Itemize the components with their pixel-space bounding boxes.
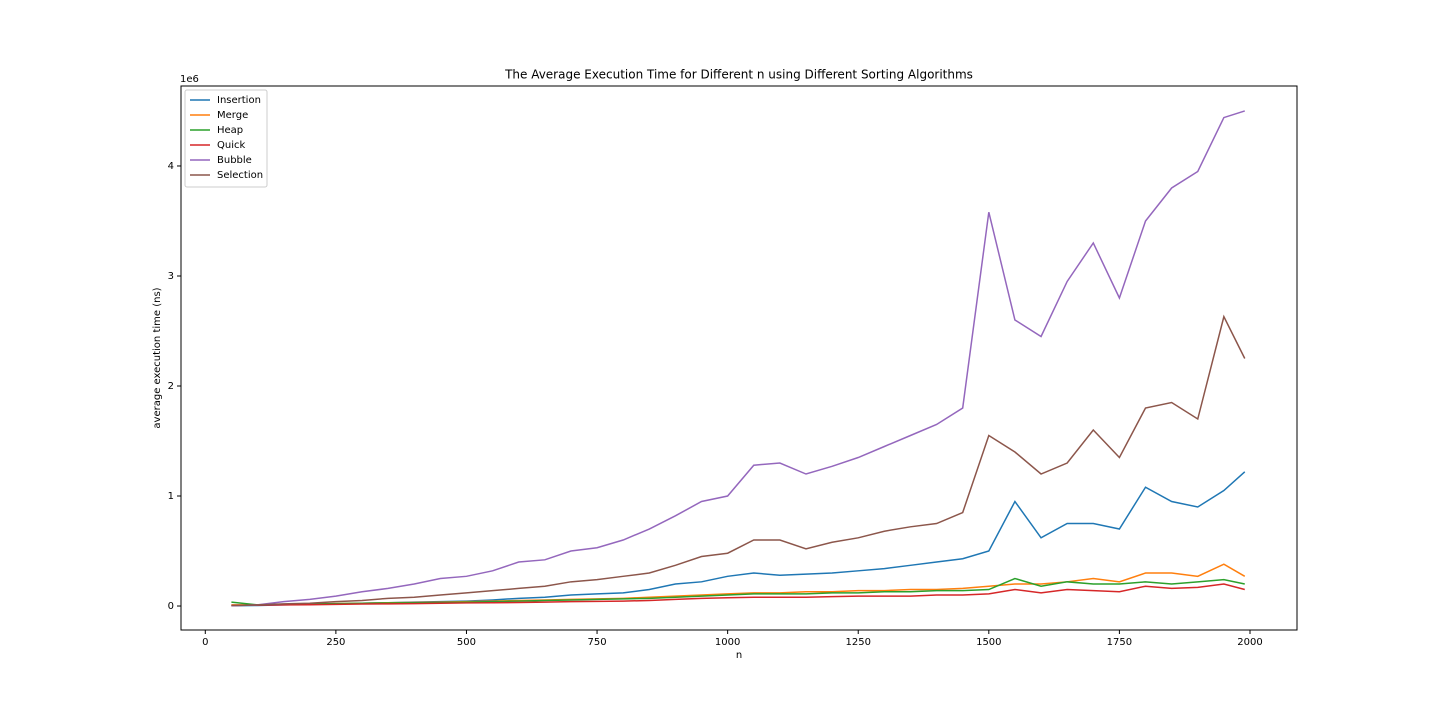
series-line bbox=[231, 471, 1246, 607]
series-line bbox=[231, 583, 1245, 607]
y-tick-label: 0 bbox=[168, 601, 174, 612]
y-offset-label: 1e6 bbox=[180, 74, 199, 85]
x-axis-label: n bbox=[736, 650, 742, 661]
legend-label: Insertion bbox=[217, 95, 261, 106]
y-tick-label: 2 bbox=[168, 381, 174, 392]
x-tick-label: 1750 bbox=[1107, 637, 1132, 648]
x-tick-label: 1000 bbox=[715, 637, 740, 648]
y-tick-label: 4 bbox=[168, 161, 174, 172]
x-tick-label: 2000 bbox=[1237, 637, 1262, 648]
x-tick-label: 250 bbox=[326, 637, 345, 648]
x-tick-label: 1250 bbox=[845, 637, 870, 648]
series-line bbox=[231, 314, 1246, 607]
legend-label: Bubble bbox=[217, 155, 252, 166]
legend-label: Quick bbox=[217, 140, 245, 151]
x-tick-label: 500 bbox=[457, 637, 476, 648]
y-axis-label: average execution time (ns) bbox=[152, 287, 163, 428]
series-line bbox=[231, 110, 1245, 607]
plot-frame bbox=[180, 85, 1298, 631]
series-line bbox=[231, 577, 1245, 606]
legend-label: Selection bbox=[217, 170, 263, 181]
x-tick-label: 750 bbox=[588, 637, 607, 648]
y-tick-label: 1 bbox=[168, 491, 174, 502]
y-tick-label: 3 bbox=[168, 271, 174, 282]
legend-label: Heap bbox=[217, 125, 243, 136]
legend-label: Merge bbox=[217, 110, 248, 121]
x-tick-label: 1500 bbox=[976, 637, 1001, 648]
x-tick-label: 0 bbox=[202, 637, 208, 648]
chart-title: The Average Execution Time for Different… bbox=[504, 68, 973, 82]
